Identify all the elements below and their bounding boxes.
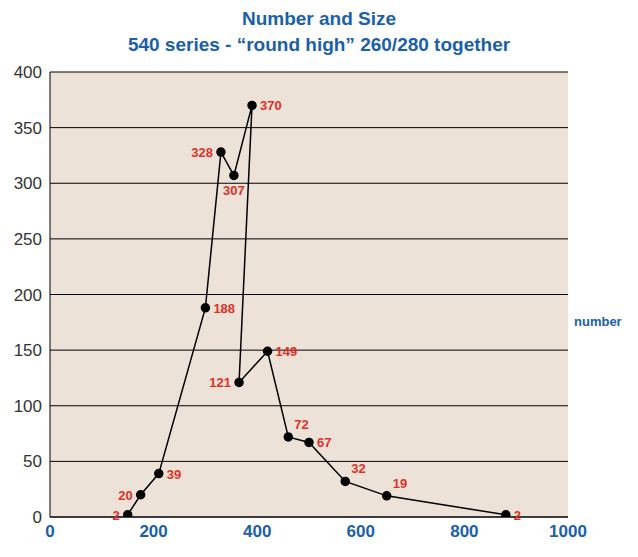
- svg-text:1000: 1000: [549, 522, 587, 541]
- svg-text:200: 200: [14, 286, 42, 305]
- svg-text:188: 188: [213, 301, 235, 316]
- svg-text:400: 400: [14, 63, 42, 82]
- svg-text:2: 2: [112, 508, 119, 523]
- svg-text:400: 400: [243, 522, 271, 541]
- svg-text:300: 300: [14, 174, 42, 193]
- svg-text:121: 121: [209, 375, 231, 390]
- svg-text:149: 149: [276, 344, 298, 359]
- html-text:540 series - “round high” 260/: 540 series - “round high” 260/280 togeth…: [127, 34, 511, 55]
- svg-text:800: 800: [450, 522, 478, 541]
- svg-text:600: 600: [347, 522, 375, 541]
- svg-text:200: 200: [139, 522, 167, 541]
- svg-text:370: 370: [260, 98, 282, 113]
- svg-text:39: 39: [167, 467, 181, 482]
- svg-text:20: 20: [118, 488, 132, 503]
- svg-text:250: 250: [14, 230, 42, 249]
- html-text:Number and Size: Number and Size: [241, 8, 397, 29]
- svg-text:0: 0: [45, 522, 54, 541]
- svg-text:32: 32: [351, 461, 365, 476]
- svg-text:72: 72: [294, 417, 308, 432]
- svg-text:67: 67: [317, 435, 331, 450]
- svg-text:50: 50: [23, 452, 42, 471]
- svg-text:19: 19: [393, 476, 407, 491]
- svg-text:2: 2: [514, 508, 521, 523]
- svg-text:307: 307: [223, 183, 245, 198]
- svg-text:100: 100: [14, 397, 42, 416]
- svg-text:150: 150: [14, 341, 42, 360]
- svg-text:328: 328: [191, 145, 213, 160]
- html-text:number: number: [574, 314, 622, 330]
- svg-text:350: 350: [14, 119, 42, 138]
- svg-text:0: 0: [33, 508, 42, 527]
